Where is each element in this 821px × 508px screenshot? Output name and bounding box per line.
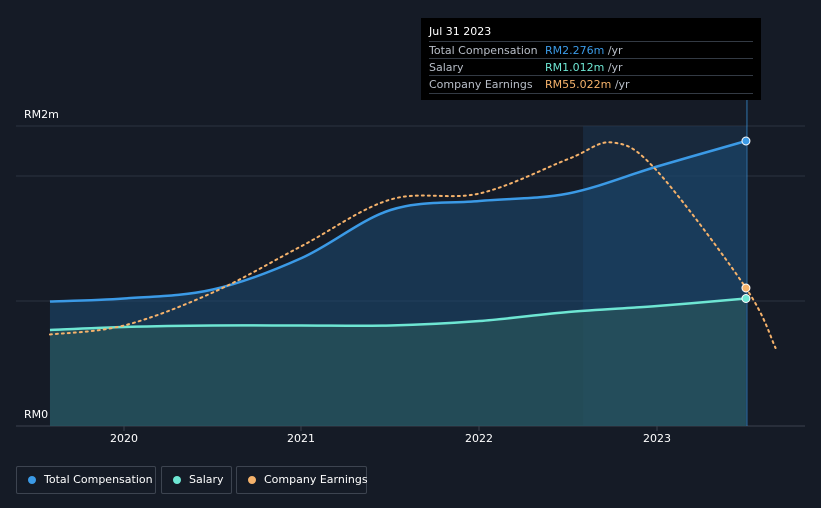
x-tick-label: 2023: [643, 432, 671, 445]
tooltip-label: Total Compensation: [429, 44, 538, 57]
tooltip-row-total-compensation: Total Compensation RM2.276m /yr: [429, 41, 753, 59]
legend-dot-icon: [173, 476, 181, 484]
legend-salary[interactable]: Salary: [161, 466, 232, 494]
x-tick-label: 2022: [465, 432, 493, 445]
total-compensation-point: [741, 136, 751, 146]
salary-point: [741, 294, 751, 303]
company-earnings-point: [741, 283, 751, 293]
tooltip-row-salary: Salary RM1.012m /yr: [429, 58, 753, 76]
legend-label: Company Earnings: [264, 473, 368, 486]
company-earnings-line: [48, 141, 777, 349]
tooltip-date: Jul 31 2023: [429, 25, 492, 38]
legend-label: Total Compensation: [44, 473, 153, 486]
legend-label: Salary: [189, 473, 224, 486]
total-compensation-line: [49, 139, 747, 303]
salary-line: [49, 297, 747, 332]
tooltip-value: RM1.012m /yr: [545, 61, 623, 74]
legend-dot-icon: [248, 476, 256, 484]
tooltip-label: Salary: [429, 61, 464, 74]
x-tick-label: 2021: [287, 432, 315, 445]
y-axis-label: RM2m: [24, 108, 59, 121]
tooltip-label: Company Earnings: [429, 78, 533, 91]
tooltip-value: RM55.022m /yr: [545, 78, 630, 91]
y-axis-label: RM0: [24, 408, 48, 421]
salary-area: [49, 298, 746, 426]
tooltip-value: RM2.276m /yr: [545, 44, 623, 57]
x-tick-label: 2020: [110, 432, 138, 445]
chart-tooltip: Jul 31 2023 Total Compensation RM2.276m …: [421, 18, 761, 100]
legend-company-earnings[interactable]: Company Earnings: [236, 466, 368, 494]
tooltip-row-company-earnings: Company Earnings RM55.022m /yr: [429, 75, 753, 94]
legend-dot-icon: [28, 476, 36, 484]
legend-total-compensation[interactable]: Total Compensation: [16, 466, 156, 494]
